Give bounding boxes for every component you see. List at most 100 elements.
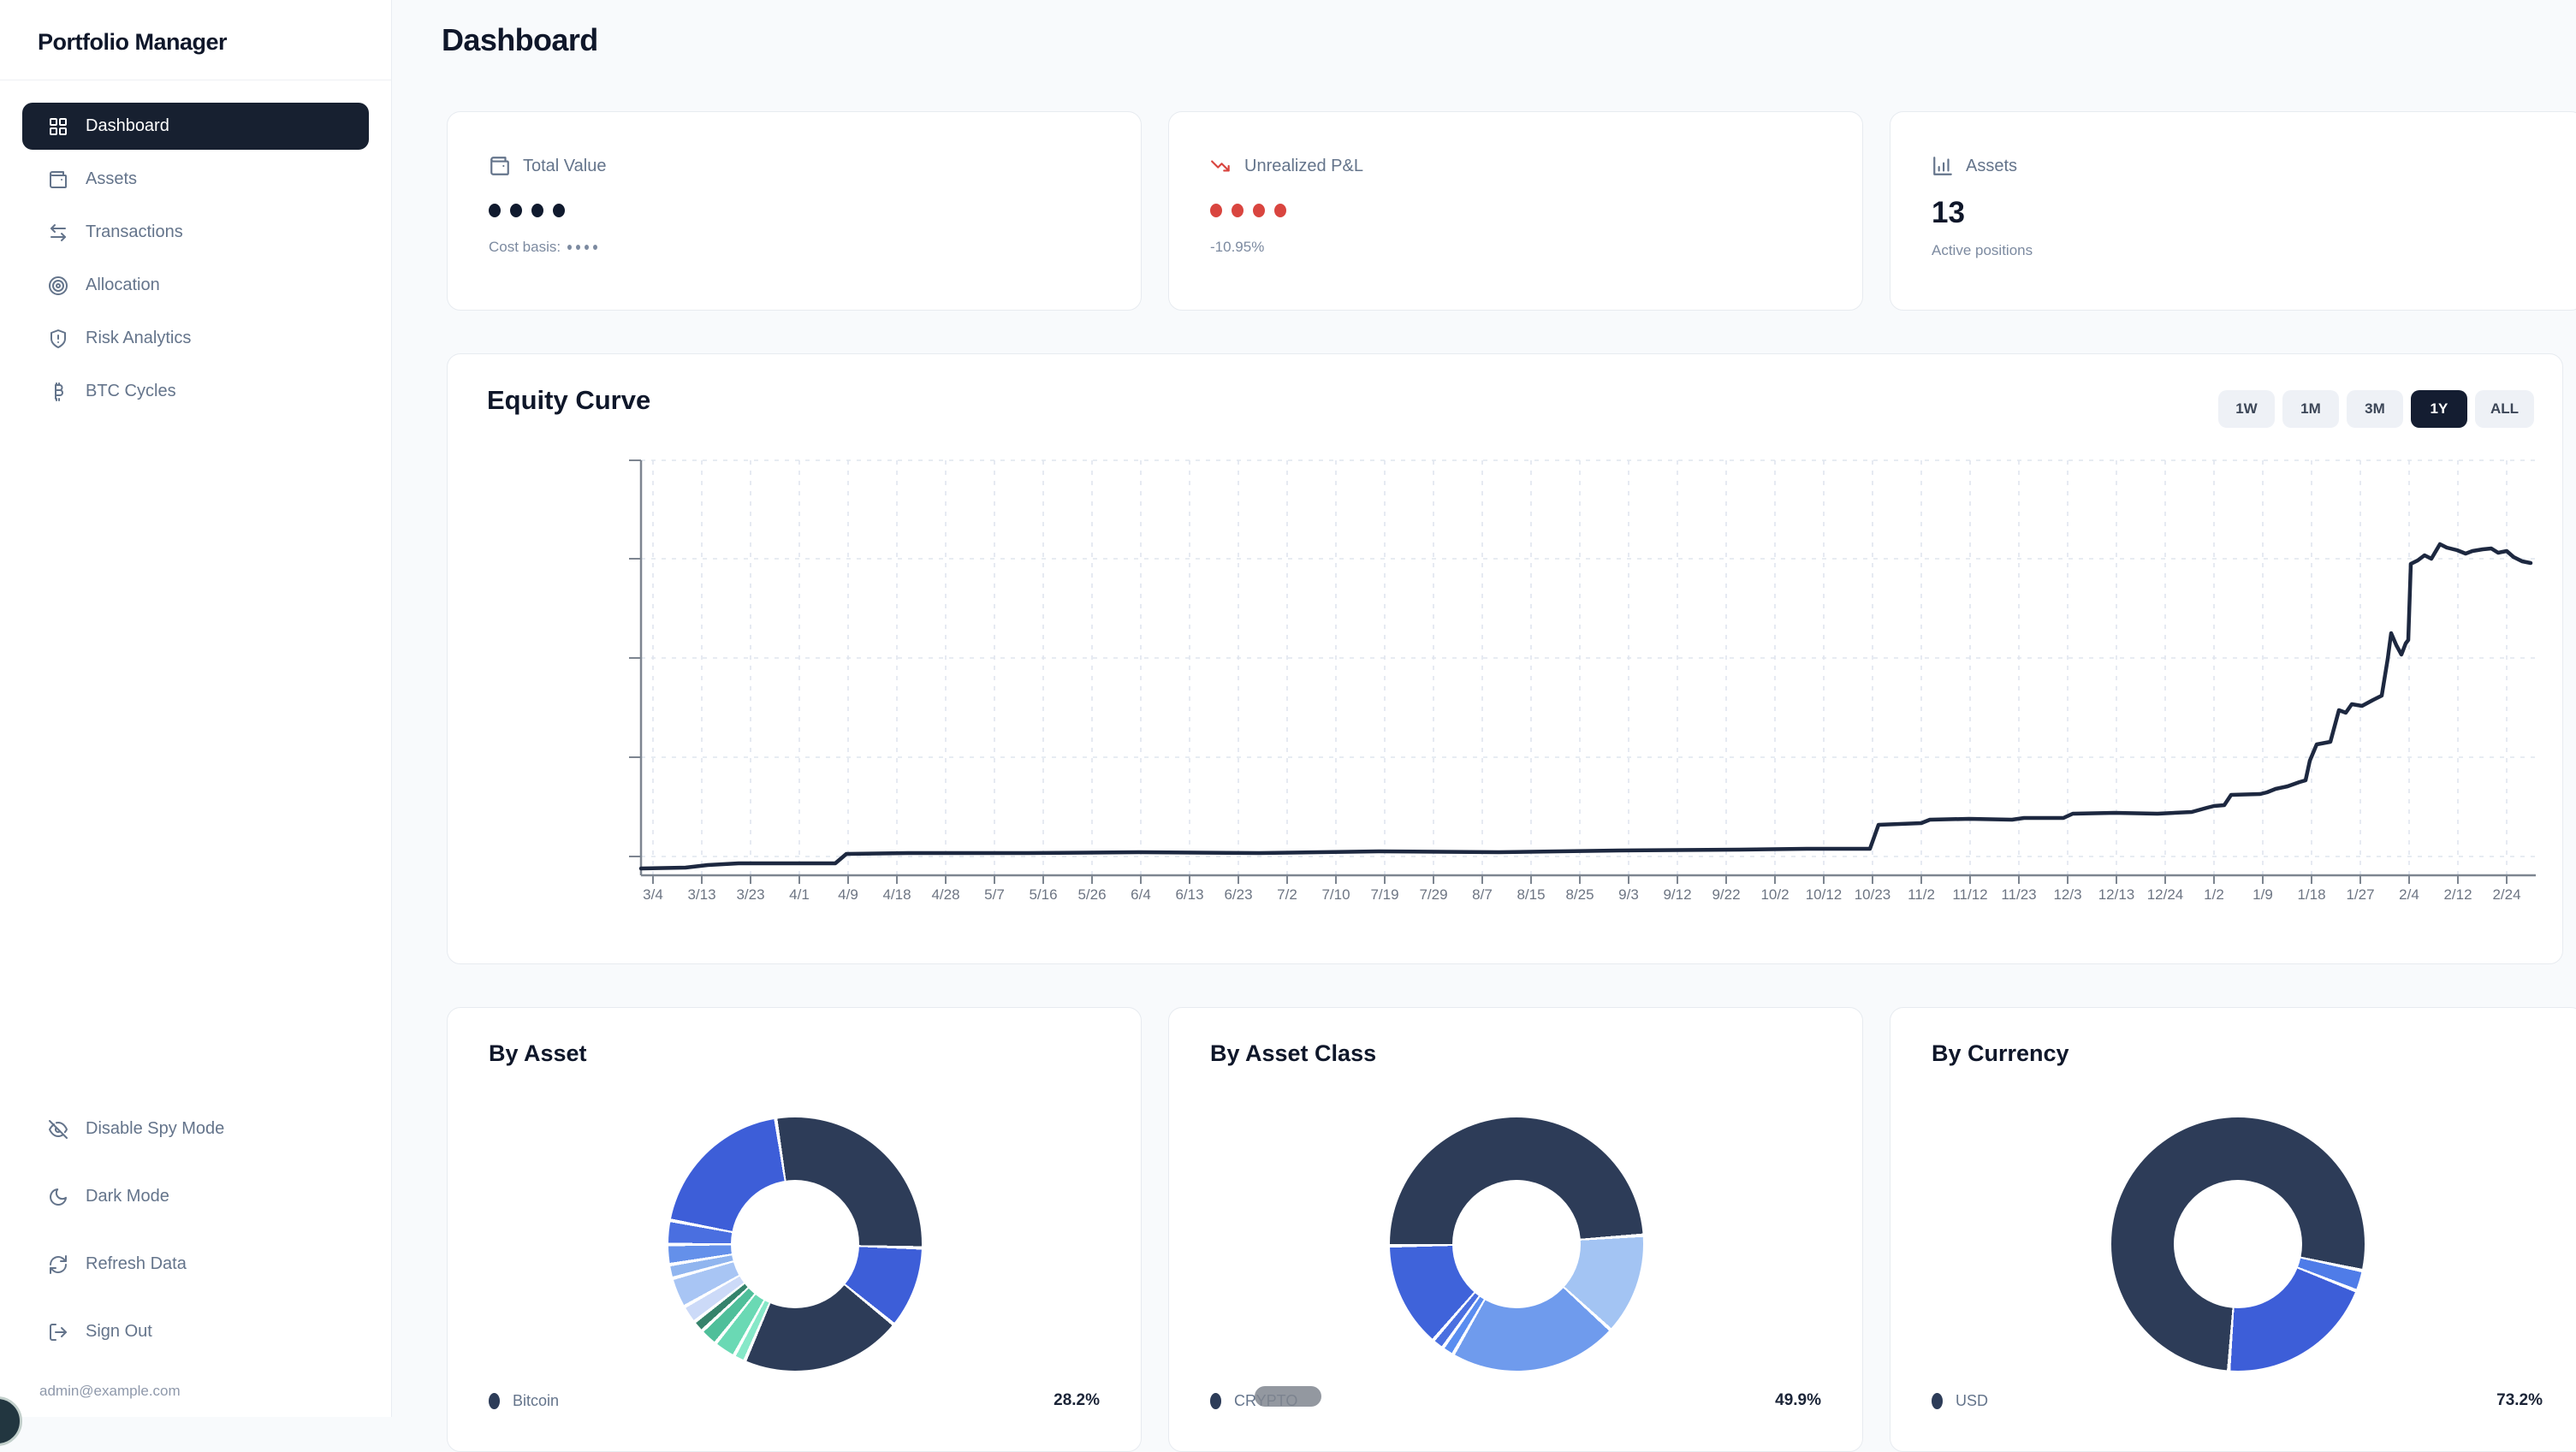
svg-text:9/3: 9/3 [1618,886,1639,903]
by-asset-donut-chart[interactable] [668,1117,922,1371]
svg-text:1/27: 1/27 [2346,886,2374,903]
legend-dot [1932,1392,1943,1409]
svg-text:8/25: 8/25 [1565,886,1594,903]
svg-text:12/3: 12/3 [2053,886,2081,903]
svg-text:1/2: 1/2 [2204,886,2224,903]
svg-text:6/4: 6/4 [1131,886,1151,903]
svg-text:11/2: 11/2 [1908,886,1935,903]
sidebar-item-label: Transactions [86,222,183,241]
svg-text:10/23: 10/23 [1855,886,1891,903]
stat-label: Assets [1966,156,2018,175]
stat-cards: Total Value Cost basis: Unrealized P&L -… [447,111,2576,311]
sidebar-item-label: Assets [86,169,138,188]
sidebar: Portfolio Manager Dashboard Assets Trans… [0,0,392,1417]
trending-down-icon [1210,155,1232,177]
by-currency-donut-chart[interactable] [2111,1117,2365,1371]
wallet-icon [489,155,511,177]
shield-alert-icon [48,329,68,349]
masked-subvalue [567,245,598,250]
user-email: admin@example.com [39,1383,181,1399]
by-asset-card: By Asset Bitcoin 28.2% [447,1007,1142,1452]
allocation-cards: By Asset Bitcoin 28.2% By Asset Class CR… [447,1007,2576,1452]
legend-scrollbar-thumb[interactable] [1255,1386,1321,1407]
legend-label: Bitcoin [513,1391,560,1409]
legend-label: USD [1956,1391,1989,1409]
svg-text:4/28: 4/28 [931,886,959,903]
equity-line-chart: 3/4 3/13 3/23 4/1 4/9 4/18 4/28 5/7 5/16 5/26 6/4 6… [629,459,2536,903]
sidebar-item-assets[interactable]: Assets [22,156,369,203]
sidebar-footer-label: Disable Spy Mode [86,1119,225,1138]
sidebar-footer-label: Dark Mode [86,1187,169,1206]
range-button-1y[interactable]: 1Y [2410,390,2467,428]
by-asset-title: By Asset [489,1040,587,1066]
sidebar-item-label: Dashboard [86,116,169,135]
svg-text:7/2: 7/2 [1277,886,1297,903]
svg-text:7/10: 7/10 [1321,886,1350,903]
equity-curve-title: Equity Curve [487,385,651,415]
range-button-1w[interactable]: 1W [2217,390,2275,428]
legend-percent: 73.2% [2496,1391,2543,1409]
svg-text:2/4: 2/4 [2399,886,2419,903]
svg-text:12/24: 12/24 [2147,886,2184,903]
by-currency-card: By Currency USD 73.2% [1890,1007,2576,1452]
eye-off-icon [48,1119,68,1140]
svg-text:5/26: 5/26 [1077,886,1106,903]
stat-subtext: Active positions [1932,242,2033,258]
range-button-all[interactable]: ALL [2474,390,2534,428]
sidebar-footer: Disable Spy Mode Dark Mode Refresh Data … [0,1105,391,1417]
wallet-icon [48,169,68,190]
stat-label: Total Value [523,156,607,175]
sidebar-item-risk-analytics[interactable]: Risk Analytics [22,315,369,362]
sidebar-nav: Dashboard Assets Transactions Allocation… [0,80,391,421]
range-button-3m[interactable]: 3M [2346,390,2403,428]
sidebar-item-dashboard[interactable]: Dashboard [22,103,369,150]
sidebar-item-transactions[interactable]: Transactions [22,209,369,256]
svg-text:8/7: 8/7 [1472,886,1493,903]
by-asset-class-card: By Asset Class CRYPTO 49.9% [1168,1007,1863,1452]
sign-out-button[interactable]: Sign Out [22,1308,369,1355]
svg-text:3/13: 3/13 [687,886,715,903]
svg-text:11/12: 11/12 [1952,886,1987,903]
legend-percent: 49.9% [1775,1391,1821,1409]
svg-text:1/18: 1/18 [2297,886,2325,903]
svg-text:9/12: 9/12 [1663,886,1691,903]
svg-text:6/13: 6/13 [1175,886,1203,903]
page-title: Dashboard [442,22,598,57]
dark-mode-button[interactable]: Dark Mode [22,1173,369,1220]
legend-dot [1210,1392,1221,1409]
legend-percent: 28.2% [1054,1391,1100,1409]
equity-curve-card: Equity Curve 1W 1M 3M 1Y ALL 3/4 3/13 3/23… [447,353,2563,964]
svg-text:5/7: 5/7 [984,886,1005,903]
by-currency-title: By Currency [1932,1040,2069,1066]
svg-text:12/13: 12/13 [2098,886,2135,903]
masked-value [489,201,1100,220]
stat-subtext: Cost basis: [489,239,1100,256]
disable-spy-mode-button[interactable]: Disable Spy Mode [22,1105,369,1153]
refresh-data-button[interactable]: Refresh Data [22,1241,369,1288]
sidebar-item-label: BTC Cycles [86,382,176,400]
svg-text:4/9: 4/9 [838,886,858,903]
sidebar-item-label: Allocation [86,276,160,294]
svg-text:11/23: 11/23 [2001,886,2036,903]
sidebar-footer-label: Refresh Data [86,1254,187,1273]
stat-label: Unrealized P&L [1244,156,1363,175]
assets-count-value: 13 [1932,196,1965,229]
legend-item: USD 73.2% [1932,1391,2543,1410]
svg-text:5/16: 5/16 [1029,886,1057,903]
svg-text:3/4: 3/4 [643,886,663,903]
sidebar-item-label: Risk Analytics [86,329,192,347]
by-asset-class-donut-chart[interactable] [1390,1117,1643,1371]
sidebar-item-allocation[interactable]: Allocation [22,262,369,309]
sidebar-item-btc-cycles[interactable]: BTC Cycles [22,368,369,415]
range-button-1m[interactable]: 1M [2282,390,2339,428]
bar-chart-icon [1932,155,1954,177]
dashboard-icon [48,116,68,137]
brand-title: Portfolio Manager [38,29,228,55]
bitcoin-icon [48,382,68,402]
target-icon [48,276,68,296]
svg-text:9/22: 9/22 [1712,886,1740,903]
masked-value [1210,201,1821,220]
svg-text:7/19: 7/19 [1370,886,1398,903]
assets-count-card: Assets 13 Active positions [1890,111,2576,311]
total-value-card: Total Value Cost basis: [447,111,1142,311]
